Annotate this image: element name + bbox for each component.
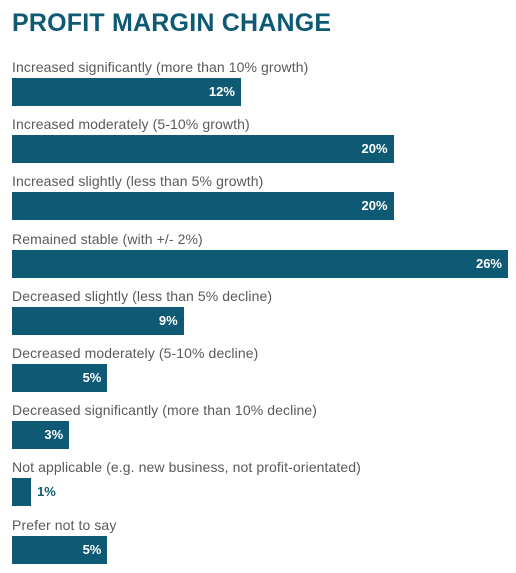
bar-row-decreased-moderately-5-10-decline: Decreased moderately (5-10% decline) 5% (12, 344, 508, 401)
bar (12, 478, 32, 507)
bar (12, 135, 394, 164)
category-label: Decreased significantly (more than 10% d… (12, 402, 318, 419)
bar-row-increased-significantly-more-than-10-growth: Increased significantly (more than 10% g… (12, 58, 508, 115)
category-label: Decreased moderately (5-10% decline) (12, 344, 259, 361)
value-label: 12% (208, 84, 235, 99)
bar (12, 78, 241, 106)
bar-chart: Increased significantly (more than 10% g… (12, 58, 508, 573)
bar (12, 249, 508, 278)
value-label: 1% (37, 484, 56, 500)
bar-row-remained-stable-with-2: Remained stable (with +/- 2%) 26% (12, 230, 508, 287)
bar (12, 192, 394, 221)
value-label: 5% (82, 541, 102, 557)
chart-title: PROFIT MARGIN CHANGE (12, 9, 332, 37)
value-label: 26% (475, 255, 502, 271)
value-label: 5% (82, 369, 102, 385)
bar-row-increased-slightly-less-than-5-growth: Increased slightly (less than 5% growth)… (12, 172, 508, 229)
bar (12, 535, 108, 564)
category-label: Not applicable (e.g. new business, not p… (12, 459, 361, 476)
bar-row-decreased-slightly-less-than-5-decline: Decreased slightly (less than 5% decline… (12, 287, 508, 344)
bar-row-prefer-not-to-say: Prefer not to say 5% (12, 516, 508, 573)
category-label: Decreased slightly (less than 5% decline… (12, 287, 273, 304)
value-label: 3% (44, 427, 64, 443)
category-label: Increased moderately (5-10% growth) (12, 116, 250, 133)
value-label: 20% (361, 198, 388, 214)
category-label: Increased significantly (more than 10% g… (12, 59, 309, 75)
category-label: Remained stable (with +/- 2%) (12, 230, 203, 247)
value-label: 20% (361, 141, 388, 157)
bar-row-increased-moderately-5-10-growth: Increased moderately (5-10% growth) 20% (12, 115, 508, 172)
bar-row-not-applicable-e-g-new-business-not-profit-orientated: Not applicable (e.g. new business, not p… (12, 458, 508, 515)
bar (12, 306, 184, 335)
bar (12, 421, 70, 450)
category-label: Prefer not to say (12, 516, 117, 533)
bar-row-decreased-significantly-more-than-10-decline: Decreased significantly (more than 10% d… (12, 401, 508, 458)
category-label: Increased slightly (less than 5% growth) (12, 173, 264, 190)
bar (12, 363, 108, 392)
value-label: 9% (158, 312, 178, 328)
